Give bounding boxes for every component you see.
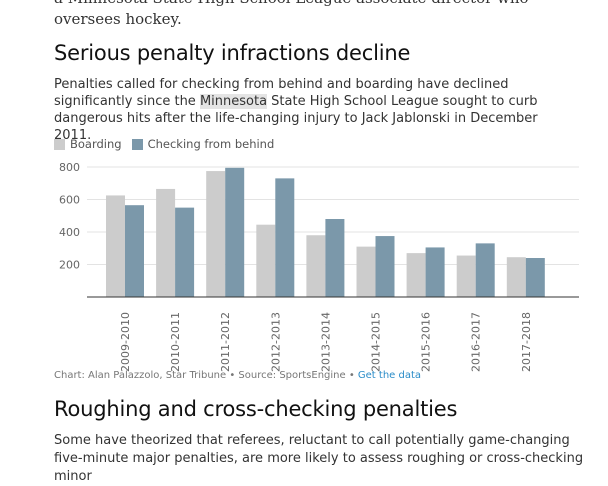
x-tick-label: 2009-2010 [119, 312, 132, 372]
x-tick-label: 2011-2012 [219, 312, 232, 372]
legend-item-boarding: Boarding [54, 137, 122, 151]
x-tick-label: 2015-2016 [420, 312, 433, 372]
x-tick-label: 2012-2013 [269, 312, 282, 372]
legend-item-checking: Checking from behind [131, 137, 275, 151]
bar-boarding [506, 257, 526, 297]
section-headline: Roughing and cross-checking penalties [54, 397, 458, 421]
credit-text: Chart: Alan Palazzolo, Star Tribune • So… [54, 370, 358, 381]
x-tick-label: 2017-2018 [520, 312, 533, 372]
y-tick-label: 600 [59, 194, 80, 207]
chart-headline: Serious penalty infractions decline [54, 41, 411, 65]
bar-checking [425, 247, 445, 297]
y-tick-label: 200 [59, 259, 80, 272]
bar-chart: 200 400 600 800 2009-2010 2010-2011 2011-2012 2… [59, 161, 579, 372]
y-tick-label: 400 [59, 226, 80, 239]
x-tick-label: 2014-2015 [370, 312, 383, 372]
bar-checking [475, 243, 495, 297]
bar-checking [225, 167, 245, 297]
bar-boarding [156, 188, 176, 297]
bar-checking [375, 236, 395, 297]
description-text-1: Penalties called for checking from behin… [54, 77, 509, 109]
bar-checking [275, 178, 295, 297]
description-highlight: Minnesota [199, 94, 268, 109]
bar-checking [175, 207, 195, 297]
bar-boarding [206, 171, 226, 297]
chart-legend: Boarding Checking from behind [54, 137, 284, 151]
bar-checking [125, 205, 144, 297]
legend-label-checking: Checking from behind [147, 137, 275, 151]
x-tick-label: 2010-2011 [169, 312, 182, 372]
legend-label-boarding: Boarding [70, 137, 122, 151]
bar-boarding [256, 224, 276, 297]
bar-boarding [306, 235, 326, 297]
x-tick-label: 2013-2014 [319, 312, 332, 372]
legend-swatch-boarding [54, 138, 65, 150]
legend-swatch-checking [131, 138, 143, 150]
chart-description: Penalties called for checking from behin… [54, 76, 574, 144]
bar-boarding [456, 255, 476, 297]
bar-checking [325, 219, 345, 297]
bar-boarding [406, 253, 426, 297]
y-tick-label: 800 [59, 161, 80, 174]
bar-boarding [106, 195, 125, 297]
description-text-2: State High School League sought to curb … [54, 94, 538, 143]
chart-credit: Chart: Alan Palazzolo, Star Tribune • So… [54, 370, 421, 381]
x-tick-label: 2016-2017 [470, 312, 483, 372]
intro-paragraph: a Minnesota State High School League ass… [54, 0, 529, 28]
get-data-link[interactable]: Get the data [357, 370, 422, 381]
bar-boarding [356, 246, 376, 297]
body-paragraph: Some have theorized that referees, reluc… [54, 433, 584, 484]
bar-checking [525, 258, 545, 297]
